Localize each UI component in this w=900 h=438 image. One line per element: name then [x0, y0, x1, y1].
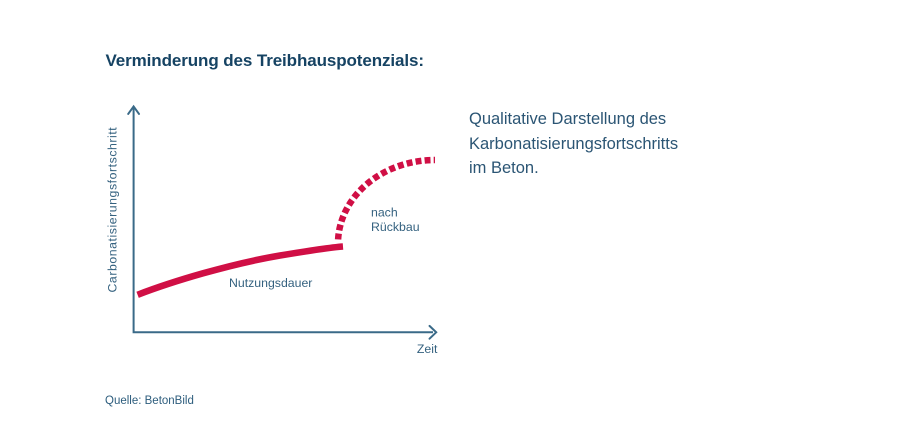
svg-text:Carbonatisierungsfortschritt: Carbonatisierungsfortschritt: [106, 127, 120, 293]
svg-text:Zeit: Zeit: [417, 342, 438, 356]
svg-text:nach: nach: [371, 206, 398, 220]
svg-text:Rückbau: Rückbau: [371, 220, 420, 234]
svg-text:Nutzungsdauer: Nutzungsdauer: [229, 276, 312, 290]
